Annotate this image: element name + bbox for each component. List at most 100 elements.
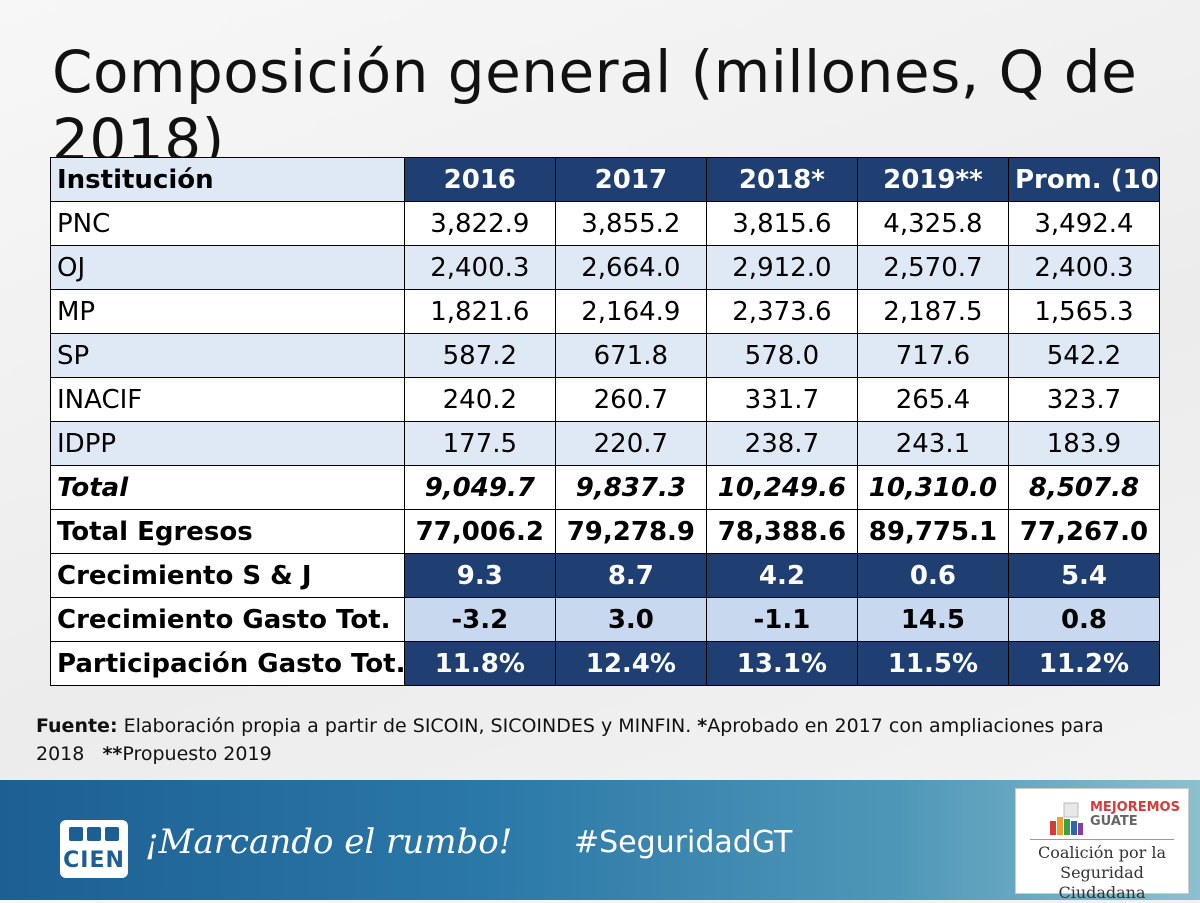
table-row: INACIF 240.2 260.7 331.7 265.4 323.7 [50,377,1161,422]
row-label: IDPP [50,421,405,466]
table-cell: 2,400.3 [403,245,556,290]
table-cell: 3,855.2 [554,201,707,246]
table-row: PNC 3,822.9 3,855.2 3,815.6 4,325.8 3,492.4 [50,201,1161,246]
mejoremos-guate-logo-icon [1050,802,1083,835]
table-cell: 2,187.5 [856,289,1009,334]
column-header-2017: 2017 [554,157,707,202]
table-cell: 14.5 [856,597,1009,642]
note1-mark: * [697,715,708,737]
table-cell: 240.2 [403,377,556,422]
row-label: SP [50,333,405,378]
table-header-row: Institución 2016 2017 2018* 2019** Prom.… [50,157,1161,202]
table-row: Total 9,049.7 9,837.3 10,249.6 10,310.0 8,507… [50,465,1161,510]
note1-text: Aprobado en 2017 con ampliaciones para 2… [36,715,1104,765]
table-cell: 89,775.1 [856,509,1009,554]
row-label: Crecimiento S & J [50,553,405,598]
table-cell: 671.8 [554,333,707,378]
table-cell: 0.6 [856,553,1009,598]
table-cell: 3.0 [554,597,707,642]
table-cell: 2,570.7 [856,245,1009,290]
table-cell: 542.2 [1007,333,1161,378]
table-cell: 177.5 [403,421,556,466]
table-cell: 78,388.6 [705,509,858,554]
source-note: Fuente: Elaboración propia a partir de S… [36,712,1136,768]
table-cell: 587.2 [403,333,556,378]
row-label: Total Egresos [50,509,405,554]
table-cell: 1,565.3 [1007,289,1161,334]
column-header-institucion: Institución [50,157,405,202]
table-cell: 4.2 [705,553,858,598]
table-cell: 3,822.9 [403,201,556,246]
table-cell: 77,267.0 [1007,509,1161,554]
note2-text: Propuesto 2019 [122,743,272,765]
cien-logo-mark-icon [69,827,119,841]
table-cell: 183.9 [1007,421,1161,466]
mejoremos-text: MEJOREMOS [1090,800,1180,815]
table-cell: 11.5% [856,641,1009,686]
table-cell: 12.4% [554,641,707,686]
row-label: PNC [50,201,405,246]
source-text: Elaboración propia a partir de SICOIN, S… [117,715,698,737]
note2-mark: ** [102,743,123,765]
cien-logo: CIEN [60,820,128,878]
table-cell: 9,837.3 [554,465,707,510]
row-label: Participación Gasto Tot. [50,641,405,686]
row-label: MP [50,289,405,334]
table-row: MP 1,821.6 2,164.9 2,373.6 2,187.5 1,565.3 [50,289,1161,334]
footer-banner: CIEN ¡Marcando el rumbo! #SeguridadGT ME… [0,780,1200,902]
row-label: OJ [50,245,405,290]
table-row: Total Egresos 77,006.2 79,278.9 78,388.6 89,… [50,509,1161,554]
column-header-2016: 2016 [403,157,556,202]
table-cell: 260.7 [554,377,707,422]
table-row: Crecimiento S & J 9.3 8.7 4.2 0.6 5.4 [50,553,1161,598]
table-cell: 238.7 [705,421,858,466]
table-cell: 8,507.8 [1007,465,1161,510]
coalition-text: Coalición por la Seguridad Ciudadana [1016,843,1188,903]
table-row: SP 587.2 671.8 578.0 717.6 542.2 [50,333,1161,378]
coalition-line-1: Coalición por la [1037,843,1166,862]
table-cell: 9.3 [403,553,556,598]
table-row: OJ 2,400.3 2,664.0 2,912.0 2,570.7 2,400.3 [50,245,1161,290]
row-label: INACIF [50,377,405,422]
table-cell: 79,278.9 [554,509,707,554]
column-header-2018: 2018* [705,157,858,202]
guate-text: GUATE [1090,814,1138,829]
column-header-prom: Prom. (10-18) [1007,157,1161,202]
table-cell: 4,325.8 [856,201,1009,246]
table-cell: 11.8% [403,641,556,686]
table-cell: 717.6 [856,333,1009,378]
table-cell: 5.4 [1007,553,1161,598]
table-cell: 0.8 [1007,597,1161,642]
table-cell: 11.2% [1007,641,1161,686]
table-cell: 2,400.3 [1007,245,1161,290]
table-cell: 578.0 [705,333,858,378]
column-header-2019: 2019** [856,157,1009,202]
table-cell: 13.1% [705,641,858,686]
table-row: Crecimiento Gasto Tot. -3.2 3.0 -1.1 14.5 0.8 [50,597,1161,642]
hashtag: #SeguridadGT [574,825,793,860]
cien-logo-text: CIEN [63,848,125,873]
row-label: Total [50,465,405,510]
table-cell: 10,310.0 [856,465,1009,510]
table-cell: 220.7 [554,421,707,466]
table-cell: 331.7 [705,377,858,422]
table-cell: 1,821.6 [403,289,556,334]
table-cell: 3,815.6 [705,201,858,246]
slogan: ¡Marcando el rumbo! [145,822,513,862]
mejoremos-guate-text: MEJOREMOS GUATE [1090,801,1180,829]
table-cell: 9,049.7 [403,465,556,510]
coalition-line-2: Seguridad Ciudadana [1058,863,1146,902]
table-cell: 8.7 [554,553,707,598]
coalition-logo: MEJOREMOS GUATE Coalición por la Segurid… [1015,788,1189,902]
row-label: Crecimiento Gasto Tot. [50,597,405,642]
source-label: Fuente: [36,715,118,737]
table-cell: 2,164.9 [554,289,707,334]
table-cell: 265.4 [856,377,1009,422]
table-cell: 2,664.0 [554,245,707,290]
budget-table: Institución 2016 2017 2018* 2019** Prom.… [50,157,1161,686]
table-row: IDPP 177.5 220.7 238.7 243.1 183.9 [50,421,1161,466]
table-cell: 10,249.6 [705,465,858,510]
coalition-divider [1030,839,1174,840]
table-cell: 77,006.2 [403,509,556,554]
table-cell: 243.1 [856,421,1009,466]
